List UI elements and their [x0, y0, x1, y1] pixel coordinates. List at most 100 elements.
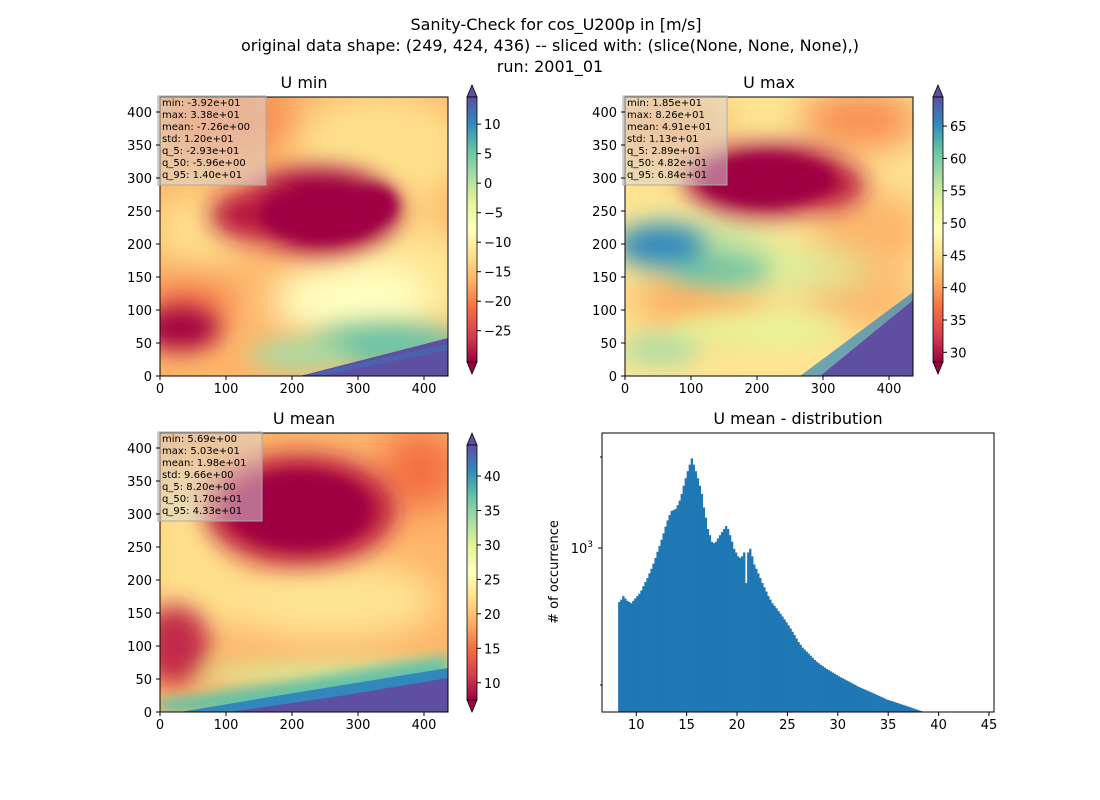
y-tick-label: 50 [600, 337, 617, 352]
histogram-bar [874, 694, 877, 712]
colorbar-tick-label: 25 [484, 573, 501, 588]
histogram-bar [837, 676, 841, 712]
y-tick-label: 103 [571, 540, 593, 557]
colorbar-tick-label: 5 [484, 148, 492, 163]
histogram-bar [660, 539, 663, 712]
histogram-bar [851, 683, 855, 712]
stat-line: q_50: -5.96e+00 [162, 158, 246, 169]
histogram-bar [884, 698, 887, 712]
histogram-bar [678, 500, 681, 712]
suptitle-line-1: Sanity-Check for cos_U200p in [m/s] [410, 15, 701, 35]
histogram-bar [835, 675, 839, 712]
colorbar-tick-label: 30 [950, 346, 967, 361]
x-axis: 10 15 20 25 30 35 40 45 [628, 712, 997, 733]
histogram-bar [896, 702, 899, 712]
x-axis: 0 100 200 300 400 [156, 712, 436, 733]
histogram-bar [859, 687, 863, 712]
x-tick-label: 10 [628, 718, 645, 733]
histogram-bar [755, 568, 758, 712]
y-axis: 0 50 100 150 200 250 300 350 400 [592, 106, 625, 385]
histogram-bar [912, 708, 915, 712]
histogram-bar [728, 535, 732, 712]
histogram-bar [724, 526, 728, 712]
histogram-bar [718, 535, 722, 712]
histogram-bar [892, 701, 895, 712]
histogram-bar [886, 699, 889, 712]
histogram-bar [845, 680, 849, 712]
histogram-bar [843, 679, 847, 712]
histogram-bar [656, 551, 659, 712]
colorbar-tick-label: 40 [950, 282, 967, 297]
histogram-bar [706, 529, 710, 712]
y-tick-label: 300 [127, 508, 152, 523]
histogram-bar [626, 600, 629, 712]
histogram-bar [801, 647, 804, 712]
y-tick-label: 0 [609, 370, 617, 385]
histogram-bar [803, 649, 806, 712]
plot-frame [159, 96, 449, 377]
y-tick-label: 100 [127, 304, 152, 319]
histogram-bar [702, 507, 706, 712]
histogram-bar [672, 509, 675, 712]
histogram-bar [745, 583, 748, 712]
histogram-bar [680, 493, 683, 712]
histogram-bar [849, 682, 853, 712]
histogram-bar [726, 529, 730, 712]
histogram-bar [898, 703, 901, 712]
plot-frame [159, 432, 449, 713]
y-tick-label: 100 [592, 304, 617, 319]
histogram-bar [906, 706, 909, 712]
histogram-bar [779, 613, 782, 712]
histogram-bar [775, 608, 778, 712]
histogram-bar [751, 556, 754, 712]
histogram-bar [864, 689, 867, 712]
plot-frame [624, 96, 914, 377]
colorbar-tick-label: 15 [484, 642, 501, 657]
histogram-bar [767, 596, 770, 712]
histogram-bar [855, 685, 859, 712]
colorbar-tick-label: 0 [484, 177, 492, 192]
y-tick-label: 150 [127, 607, 152, 622]
histogram-bar [777, 610, 780, 712]
suptitle-line-2: original data shape: (249, 424, 436) -- … [241, 36, 859, 55]
colorbar-tick-label: −5 [484, 207, 503, 222]
histogram-bar [654, 557, 657, 712]
histogram-bar [648, 573, 651, 712]
histogram-bar [618, 602, 621, 712]
histogram-bar [868, 691, 871, 712]
histogram-bar [714, 541, 718, 712]
panel-title: U max [743, 73, 795, 92]
x-tick-label: 200 [280, 382, 305, 397]
x-tick-label: 300 [346, 382, 371, 397]
histogram-bar [722, 529, 726, 712]
histogram-bar [690, 458, 693, 712]
x-axis: 0 100 200 300 400 [156, 376, 436, 397]
histogram-bar [712, 543, 716, 712]
x-tick-label: 45 [981, 718, 998, 733]
colorbar-tick-label: 30 [484, 539, 501, 554]
histogram-bar [876, 695, 879, 712]
histogram-bar [866, 690, 869, 712]
histogram-bar [783, 619, 786, 712]
histogram-bar [735, 552, 738, 712]
x-axis: 0 100 200 300 400 [621, 376, 901, 397]
colorbar-tick-label: −25 [484, 325, 511, 340]
y-tick-label: 400 [127, 442, 152, 457]
colorbar-tick-label: 10 [484, 118, 501, 133]
histogram-bar [827, 670, 831, 712]
histogram-bar [781, 616, 784, 712]
histogram-bar [638, 593, 641, 712]
histogram-bar [698, 485, 702, 712]
stat-line: q_50: 1.70e+01 [162, 494, 242, 505]
histogram-bar [737, 556, 740, 712]
y-tick-label: 100 [127, 640, 152, 655]
histogram-bar [819, 664, 822, 712]
histogram-bar [833, 673, 837, 712]
y-tick-label: 200 [592, 238, 617, 253]
x-tick-label: 15 [678, 718, 695, 733]
histogram-bar [662, 533, 665, 712]
y-tick-label: 50 [135, 337, 152, 352]
histogram-bar [821, 666, 824, 712]
panel-title: U mean [273, 409, 335, 428]
colorbar-tick-label: −10 [484, 236, 511, 251]
